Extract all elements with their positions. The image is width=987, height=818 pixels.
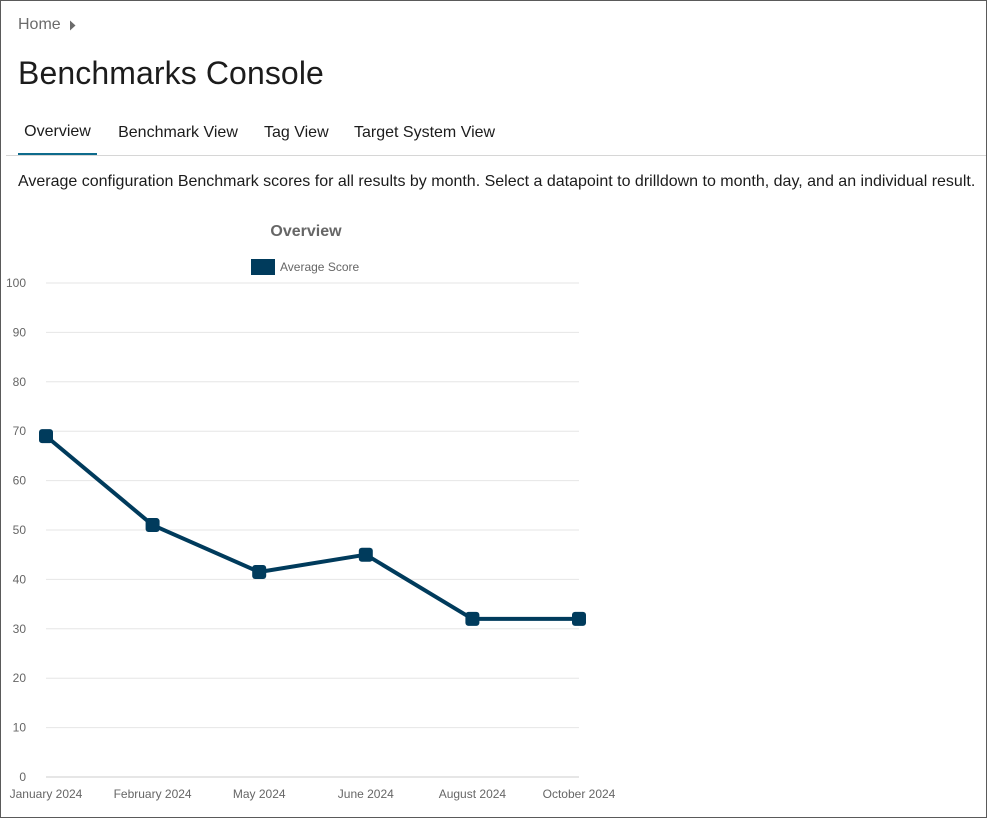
chart-series (39, 429, 586, 626)
y-tick-label: 80 (13, 375, 27, 389)
data-point[interactable] (252, 564, 267, 579)
page-title: Benchmarks Console (18, 55, 324, 91)
x-tick-label: May 2024 (233, 787, 286, 801)
y-tick-label: 20 (13, 671, 27, 685)
x-tick-label: October 2024 (543, 787, 616, 801)
y-tick-label: 50 (13, 523, 27, 537)
chart-y-axis: 0 10 20 30 40 50 60 70 80 90 100 (6, 276, 26, 784)
legend-label: Average Score (280, 260, 359, 274)
page-description: Average configuration Benchmark scores f… (18, 173, 976, 190)
y-tick-label: 30 (13, 622, 27, 636)
x-tick-label: August 2024 (439, 787, 507, 801)
legend-swatch (251, 259, 275, 275)
x-tick-label: January 2024 (10, 787, 83, 801)
tab-target-system-view[interactable]: Target System View (354, 124, 496, 141)
y-tick-label: 100 (6, 276, 26, 290)
data-point[interactable] (572, 611, 586, 626)
y-tick-label: 60 (13, 474, 27, 488)
y-tick-label: 40 (13, 572, 27, 586)
breadcrumb: Home (18, 15, 76, 35)
series-line (44, 434, 581, 621)
y-tick-label: 70 (13, 424, 27, 438)
chart-gridlines (46, 282, 579, 778)
overview-line-chart: Overview Average Score 0 10 20 30 40 50 60 70 80… (6, 223, 616, 801)
tab-benchmark-view[interactable]: Benchmark View (118, 124, 238, 141)
x-tick-label: February 2024 (114, 787, 192, 801)
chart-x-axis: January 2024 February 2024 May 2024 June 20… (10, 787, 616, 801)
data-point[interactable] (145, 518, 160, 533)
chart-legend[interactable]: Average Score (251, 259, 359, 275)
tab-bar: Overview Benchmark View Tag View Target … (6, 111, 986, 156)
tab-overview[interactable]: Overview (18, 111, 97, 155)
y-tick-label: 0 (19, 770, 26, 784)
caret-right-icon (69, 20, 76, 31)
x-tick-label: June 2024 (338, 787, 394, 801)
breadcrumb-home-link[interactable]: Home (18, 16, 61, 33)
data-point[interactable] (465, 611, 480, 626)
y-tick-label: 90 (13, 325, 27, 339)
chart-title: Overview (270, 223, 342, 240)
tab-tag-view[interactable]: Tag View (264, 124, 329, 141)
data-point[interactable] (39, 429, 53, 444)
y-tick-label: 10 (13, 721, 27, 735)
data-point[interactable] (358, 547, 373, 562)
